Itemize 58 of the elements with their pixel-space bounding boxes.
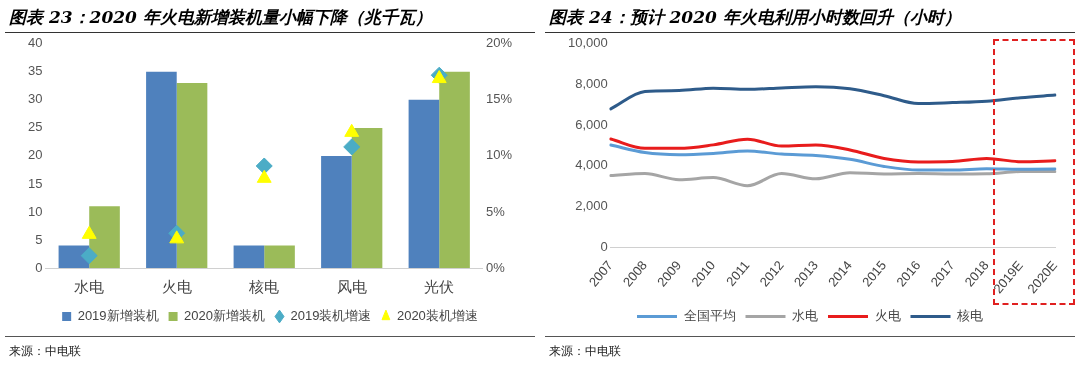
point xyxy=(80,247,98,265)
x-tick-label: 水电 xyxy=(74,278,105,296)
x-tick-label: 风电 xyxy=(336,278,367,296)
bar xyxy=(351,127,383,268)
bar xyxy=(146,71,177,268)
y-tick-label: 20 xyxy=(27,147,43,163)
y-tick-label: 8,000 xyxy=(575,76,608,92)
bar xyxy=(233,245,265,268)
bar xyxy=(439,71,470,268)
legend-label: 水电 xyxy=(792,308,818,324)
bar xyxy=(89,206,120,268)
y-tick-label: 10 xyxy=(27,203,43,219)
y2-tick-label: 15% xyxy=(485,91,513,107)
y2-tick-label: 20% xyxy=(485,35,513,51)
bar xyxy=(264,245,295,268)
point xyxy=(81,225,97,239)
point xyxy=(169,230,185,244)
line-series xyxy=(609,137,1057,164)
point xyxy=(255,157,273,175)
bar xyxy=(408,99,440,268)
bar xyxy=(176,83,208,268)
y2-tick-label: 10% xyxy=(485,147,513,163)
y-tick-label: 10,000 xyxy=(568,35,608,51)
y-tick-label: 0 xyxy=(35,259,43,275)
legend-label: 2019装机增速 xyxy=(290,308,372,324)
legend-label: 核电 xyxy=(956,308,983,324)
x-tick-label: 光伏 xyxy=(424,278,455,296)
y-tick-label: 30 xyxy=(27,91,43,107)
y-tick-label: 0 xyxy=(600,238,608,254)
bar xyxy=(321,155,352,268)
y-tick-label: 15 xyxy=(27,175,43,191)
y2-tick-label: 0% xyxy=(485,259,506,275)
x-tick-label: 火电 xyxy=(161,278,192,296)
y-tick-label: 2,000 xyxy=(575,198,608,214)
y-tick-label: 5 xyxy=(35,231,43,247)
source-note: 来源：中电联 xyxy=(545,336,1075,366)
legend-label: 2020装机增速 xyxy=(396,308,478,324)
y-tick-label: 4,000 xyxy=(575,157,608,173)
line-series xyxy=(609,85,1057,111)
legend-label: 火电 xyxy=(874,308,901,324)
x-tick-label: 核电 xyxy=(248,278,280,296)
legend-label: 2019新增装机 xyxy=(77,308,159,324)
line-series xyxy=(609,170,1057,188)
point xyxy=(431,70,447,84)
y-tick-label: 25 xyxy=(27,119,43,135)
chart-title: 图表 24：预计 2020 年火电利用小时数回升（小时） xyxy=(545,0,1075,33)
line-series xyxy=(609,143,1057,172)
point xyxy=(256,169,272,183)
legend-label: 全国平均 xyxy=(683,308,736,324)
legend-label: 2020新增装机 xyxy=(184,308,265,324)
y-tick-label: 6,000 xyxy=(575,116,608,132)
point xyxy=(343,138,361,156)
y-tick-label: 40 xyxy=(27,35,43,51)
chart-title: 图表 23：2020 年火电新增装机量小幅下降（兆千瓦） xyxy=(5,0,535,33)
y-tick-label: 35 xyxy=(27,63,43,79)
point xyxy=(344,123,360,137)
source-note: 来源：中电联 xyxy=(5,336,535,366)
y2-tick-label: 5% xyxy=(485,203,506,219)
